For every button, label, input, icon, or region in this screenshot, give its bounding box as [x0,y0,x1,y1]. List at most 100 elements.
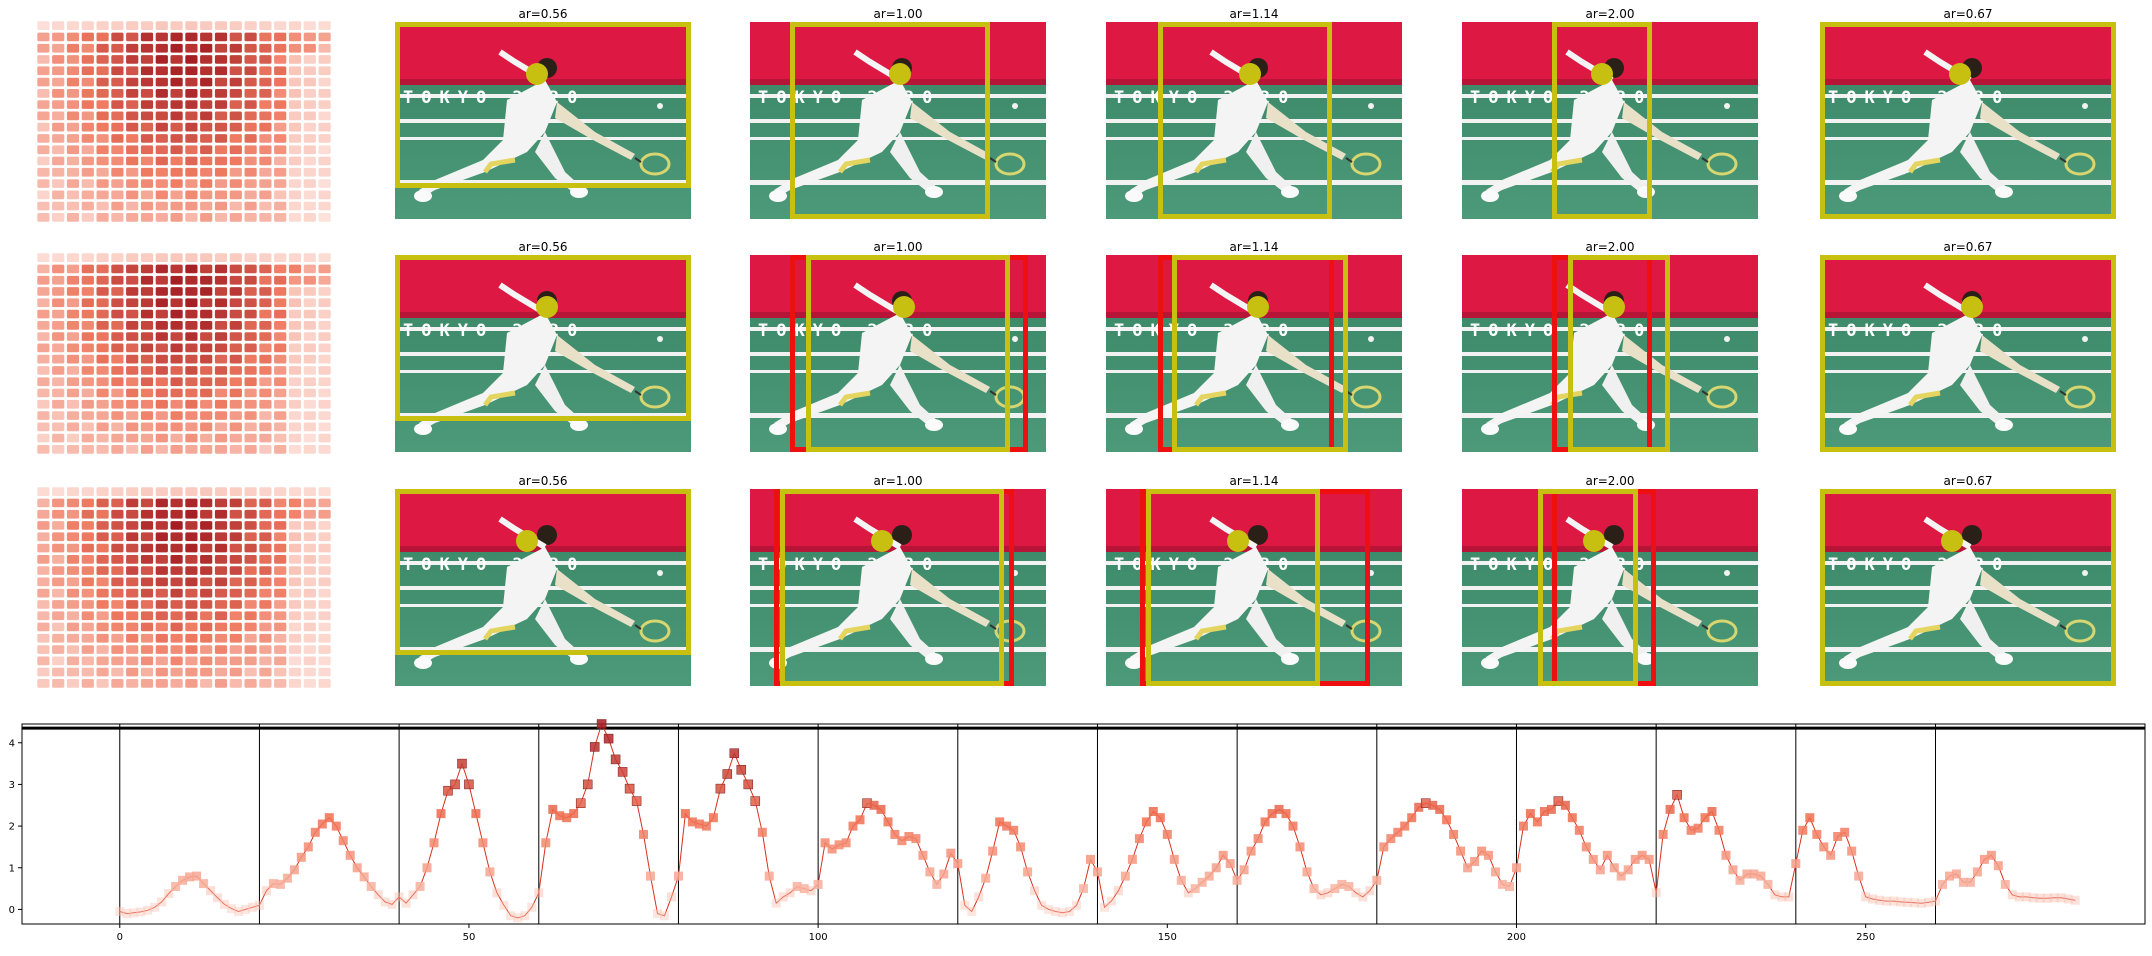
heatmap-cell [66,201,80,211]
heatmap-cell [37,433,50,443]
data-point [1993,861,2003,871]
heatmap-cell [37,543,50,553]
heatmap-cell [288,509,302,519]
heatmap-cell [244,66,257,76]
data-point [1309,884,1319,894]
heatmap-cell [229,167,242,177]
heatmap-cell [303,487,316,496]
heatmap-cell [96,179,109,188]
heatmap-cell [318,577,331,587]
heatmap-cell [37,498,50,508]
heatmap-cell [81,498,94,508]
heatmap-cell [259,667,272,677]
heatmap-cell [244,156,257,166]
data-point [617,767,628,777]
heatmap-cell [170,89,183,98]
heatmap-cell [111,366,124,375]
data-point [1840,827,1850,837]
heatmap-cell [288,667,302,677]
heatmap-cell [81,422,94,432]
heatmap-cell [66,179,80,188]
heatmap-cell [52,366,65,375]
heatmap-cell [259,309,272,319]
heatmap-cell [96,111,109,121]
data-point [1435,804,1445,814]
data-point [275,879,285,889]
heatmap-cell [111,100,124,109]
heatmap-cell [66,298,80,308]
data-point [1588,854,1598,864]
heatmap-cell [126,411,139,420]
heatmap-cell [200,77,213,87]
heatmap-cell [155,509,168,519]
focus-marker [1949,63,1971,85]
heatmap-cell [170,343,183,353]
heatmap-cell [288,566,302,575]
heatmap-cell [52,498,65,508]
data-point [1169,854,1179,864]
data-point [1931,896,1940,906]
heatmap-cell [303,77,316,87]
data-point [1218,850,1228,860]
data-point [1798,825,1808,835]
heatmap-cell [96,555,109,564]
photo-panel: ar=2.00 TOKYO 2020 [1462,240,1758,452]
heatmap-cell [229,298,242,308]
data-point [1714,825,1724,835]
heatmap-cell [140,433,154,443]
heatmap-cell [81,190,94,200]
heatmap-cell [274,190,287,200]
heatmap-cell [214,298,228,308]
heatmap-cell [96,145,109,155]
data-point [2063,894,2073,904]
heatmap-cell [214,588,228,598]
heatmap-cell [155,366,168,375]
heatmap-cell [259,543,272,553]
heatmap-cell [96,667,109,677]
heatmap-cell [229,309,242,319]
x-tick-label: 0 [117,932,123,943]
heatmap-row-2 [36,252,332,455]
heatmap-cell [303,543,316,553]
heatmap-row-3 [36,486,332,689]
heatmap-cell [214,275,228,285]
data-point [743,779,754,790]
heatmap-cell [170,66,183,76]
heatmap-cell [170,411,183,420]
heatmap-cell [81,32,94,42]
heatmap-cell [52,32,65,42]
heatmap-cell [318,264,331,274]
heatmap-cell [155,213,168,222]
heatmap-cell [37,201,50,211]
data-point [701,821,711,831]
heatmap-cell [229,134,242,143]
heatmap-cell [244,298,257,308]
heatmap-cell [200,111,213,121]
heatmap-cell [126,509,139,519]
heatmap-cell [111,600,124,609]
heatmap-cell [140,43,154,53]
heatmap-cell [170,321,183,330]
data-point [1344,882,1354,891]
heatmap-cell [155,645,168,654]
heatmap-cell [111,179,124,188]
heatmap-cell [244,43,257,53]
heatmap-cell [96,167,109,177]
data-point [443,785,453,796]
heatmap-cell [111,122,124,132]
heatmap-cell [259,521,272,530]
player-figure [1839,516,2096,669]
heatmap-cell [200,287,213,296]
heatmap-cell [288,213,302,222]
heatmap-cell [259,111,272,121]
data-point [722,769,733,779]
heatmap-cell [140,566,154,575]
heatmap-cell [111,253,124,262]
heatmap-cell [274,622,287,632]
heatmap-cell [259,167,272,177]
panel-title: ar=1.14 [1229,7,1279,21]
heatmap-cell [170,213,183,222]
heatmap-cell [274,264,287,274]
data-point [1141,817,1151,827]
data-point [415,882,425,891]
